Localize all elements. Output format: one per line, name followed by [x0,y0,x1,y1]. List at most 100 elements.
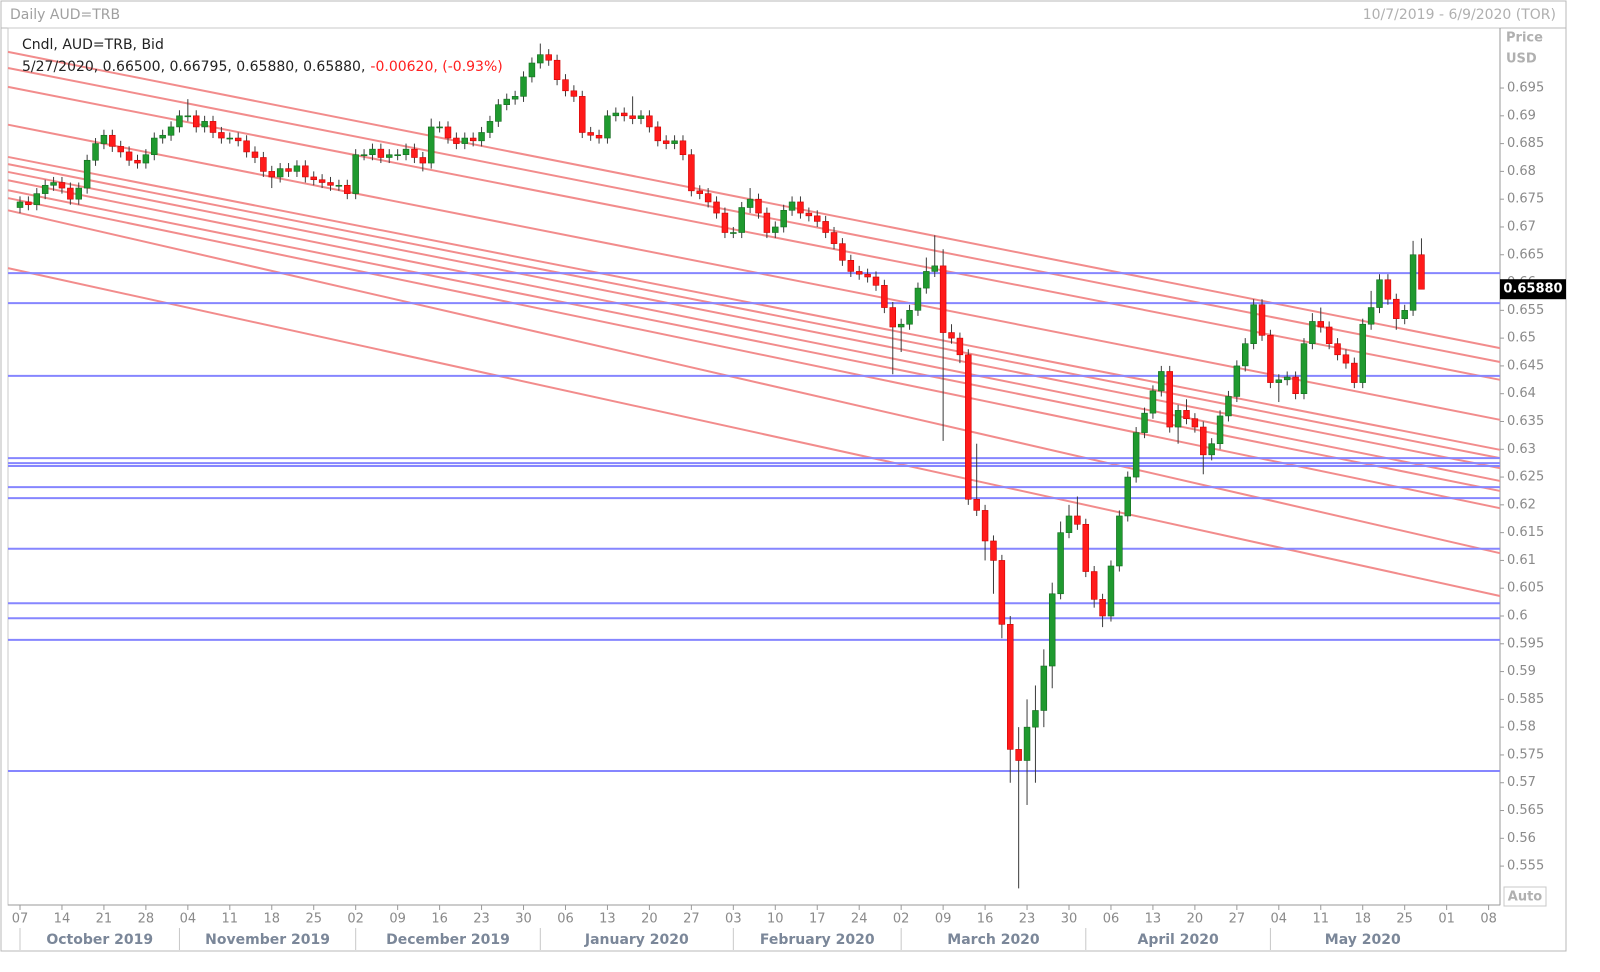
candle-body [923,271,930,289]
x-tick-label: 18 [1354,912,1371,927]
x-tick-label: 20 [641,912,658,927]
month-label: January 2020 [584,932,689,948]
x-tick-label: 11 [222,912,239,927]
candle-body [1015,749,1022,761]
trend-line [7,267,1501,597]
candle-body [738,207,745,233]
candle-body [276,168,284,178]
candle-body [402,148,410,156]
candle-body [1409,254,1417,311]
candle-body [990,540,997,561]
candle-body [251,151,259,158]
candle-body [1107,565,1115,617]
x-tick-label: 09 [935,912,952,927]
candle-body [1275,379,1283,383]
candle-body [965,354,972,500]
last-price-box [1500,279,1566,300]
y-tick-label: 0.585 [1507,692,1544,707]
candle-body [520,76,527,97]
candle-body [41,184,49,194]
candle-body [981,510,989,542]
x-tick-label: 17 [809,912,826,927]
candle-body [134,159,141,164]
candle-body [931,265,938,272]
candle-body [948,332,955,339]
candle-body [1418,254,1425,290]
candle-body [1149,390,1157,414]
x-tick-label: 01 [1438,912,1455,927]
trend-line [7,189,1501,492]
candle-body [67,187,74,200]
candle-body [335,184,343,187]
candle-body [1258,304,1266,336]
trend-line [7,50,1501,350]
candle-body [360,154,368,157]
candle-body [1384,279,1392,300]
candle-body [822,221,829,233]
month-label: April 2020 [1138,932,1219,948]
x-tick-label: 24 [851,912,868,927]
candle-body [184,115,192,118]
candle-body [604,115,611,139]
x-tick-label: 08 [1480,912,1497,927]
candle-body [1074,515,1081,525]
candle-body [243,140,250,153]
candle-body [897,323,905,328]
candle-body [788,201,796,211]
y-tick-label: 0.61 [1507,553,1536,568]
candle-body [704,193,712,203]
candle-body [285,168,292,172]
frame [0,0,1567,952]
candle-body [25,201,32,206]
candle-body [386,154,393,158]
candle-body [772,226,779,233]
candle-body [327,182,334,186]
auto-button[interactable] [1503,886,1547,907]
trend-line [7,209,1501,555]
x-tick-label: 04 [1271,912,1288,927]
candle-body [763,212,771,233]
candle-body [1158,371,1165,392]
y-tick-label: 0.65 [1507,331,1536,346]
y-tick-label: 0.68 [1507,164,1536,179]
month-label: November 2019 [205,932,330,948]
candle-body [411,148,418,158]
candle-body [352,154,359,194]
x-tick-label: 03 [725,912,742,927]
x-tick-label: 16 [977,912,994,927]
candle-body [889,307,897,328]
x-tick-label: 16 [431,912,448,927]
y-tick-label: 0.63 [1507,442,1536,457]
candle-body [1334,343,1341,356]
candle-body [1283,376,1291,381]
x-tick-label: 30 [1061,912,1078,927]
candle-body [1099,599,1106,617]
x-tick-label: 27 [1229,912,1246,927]
candle-body [209,121,217,133]
candle-body [1367,307,1375,325]
study-label: Cndl, AUD=TRB, Bid [22,37,164,53]
x-tick-label: 21 [96,912,113,927]
candle-body [377,148,385,158]
candle-body [1250,304,1257,344]
candle-body [75,187,82,200]
candle-body [100,134,108,144]
chart-title: Daily AUD=TRB [10,7,120,23]
candle-body [461,137,469,144]
candle-body [814,215,821,222]
month-label: February 2020 [760,932,875,948]
candle-body [839,243,846,261]
candle-body [436,126,443,129]
candle-body [1082,523,1090,572]
date-range: 10/7/2019 - 6/9/2020 (TOR) [1363,7,1556,23]
candle-body [595,134,603,139]
x-tick-label: 23 [1019,912,1036,927]
candle-body [478,132,485,142]
candle-body [167,126,175,136]
candle-body [159,134,166,139]
y-tick-label: 0.57 [1507,775,1536,790]
candle-body [637,115,645,119]
candle-body [1183,410,1190,420]
x-tick-label: 27 [683,912,700,927]
month-label: May 2020 [1325,932,1401,948]
